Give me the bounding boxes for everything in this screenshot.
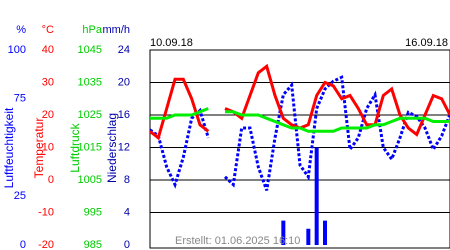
plot-area xyxy=(149,49,450,249)
y-tick-label: 16 xyxy=(118,109,130,121)
y-tick-label: 8 xyxy=(124,174,130,186)
y-tick-label: -20 xyxy=(38,239,54,250)
end-date: 16.09.18 xyxy=(405,37,448,49)
axis-label: Luftdruck xyxy=(68,122,82,172)
y-tick-label: 30 xyxy=(42,76,54,88)
axis-unit: mm/h xyxy=(103,24,131,36)
y-tick-label: 20 xyxy=(118,76,130,88)
axis-label: Niederschlag xyxy=(105,113,119,183)
y-tick-label: 1045 xyxy=(78,44,102,56)
bar xyxy=(314,147,319,245)
series-line xyxy=(150,107,209,120)
footer: Erstellt: 01.06.2025 16:10 xyxy=(175,235,300,247)
axis-unit: °C xyxy=(42,24,54,36)
axis-unit: % xyxy=(16,24,26,36)
y-tick-label: -10 xyxy=(38,206,54,218)
y-tick-label: 0 xyxy=(20,239,26,250)
y-tick-label: 12 xyxy=(118,141,130,153)
y-tick-label: 24 xyxy=(118,44,130,56)
series-line xyxy=(224,63,450,137)
series-line xyxy=(225,110,450,133)
series-line xyxy=(223,75,450,191)
bar xyxy=(306,228,311,245)
start-date: 10.09.18 xyxy=(150,37,193,49)
y-tick-label: 40 xyxy=(42,44,54,56)
axis-unit: hPa xyxy=(82,24,102,36)
y-tick-label: 1015 xyxy=(78,141,102,153)
y-tick-label: 1035 xyxy=(78,76,102,88)
series-line xyxy=(149,77,210,141)
axis-label: Temperatur xyxy=(32,118,46,179)
y-tick-label: 1005 xyxy=(78,174,102,186)
y-tick-label: 10 xyxy=(42,141,54,153)
y-tick-label: 100 xyxy=(8,44,26,56)
y-tick-label: 0 xyxy=(48,174,54,186)
y-tick-label: 0 xyxy=(124,239,130,250)
y-tick-label: 4 xyxy=(124,206,130,218)
y-tick-label: 20 xyxy=(42,109,54,121)
series-line xyxy=(149,107,210,189)
y-tick-label: 25 xyxy=(14,190,26,202)
y-tick-label: 995 xyxy=(84,206,102,218)
y-tick-label: 1025 xyxy=(78,109,102,121)
bar xyxy=(323,220,327,245)
y-tick-label: 75 xyxy=(14,93,26,105)
bar xyxy=(281,220,286,245)
axis-label: Luftfeuchtigkeit xyxy=(2,107,16,188)
y-tick-label: 985 xyxy=(84,239,102,250)
